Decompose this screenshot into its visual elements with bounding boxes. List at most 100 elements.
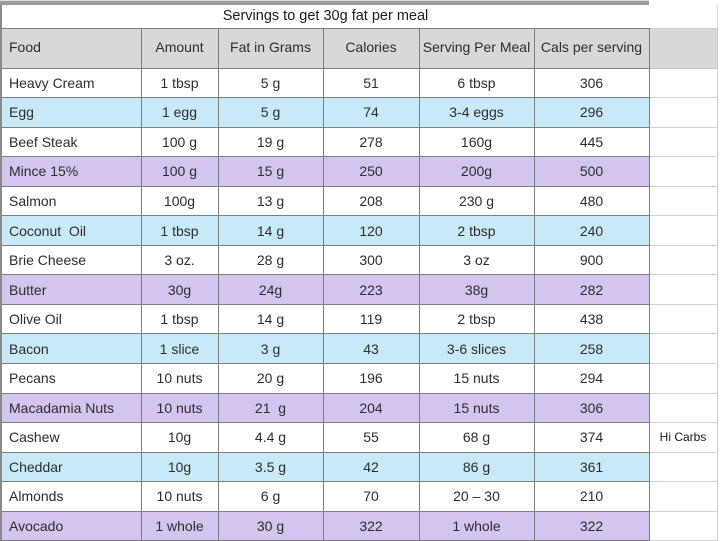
amount-cell: 100 g [140,126,219,158]
serving-per-meal-cell: 160g [418,126,535,158]
calories-cell: 55 [322,422,420,453]
note-cell [648,333,718,364]
calories-cell: 42 [322,451,420,483]
servings-table: Servings to get 30g fat per meal Food Amo… [0,5,718,541]
row-almonds: Almonds 10 nuts 6 g 70 20 – 30 210 [0,481,718,512]
fat-in-grams-cell: 5 g [217,67,324,99]
column-header-fat-in-grams: Fat in Grams [217,27,324,69]
calories-cell: 74 [322,97,420,128]
row-mince-15-: Mince 15% 100 g 15 g 250 200g 500 [0,156,718,187]
food-cell: Salmon [0,185,142,217]
fat-in-grams-cell: 15 g [217,156,324,187]
title-row: Servings to get 30g fat per meal [0,5,718,29]
serving-per-meal-cell: 2 tbsp [418,303,535,335]
fat-in-grams-cell: 28 g [217,244,324,276]
amount-cell: 10g [140,451,219,483]
amount-cell: 3 oz. [140,244,219,276]
fat-in-grams-cell: 21 g [217,392,324,424]
cals-per-serving-cell: 258 [533,333,650,364]
note-cell [648,185,718,217]
row-salmon: Salmon 100g 13 g 208 230 g 480 [0,185,718,217]
fat-in-grams-cell: 5 g [217,97,324,128]
calories-cell: 70 [322,481,420,512]
note-cell [648,362,718,394]
calories-cell: 322 [322,510,420,541]
cals-per-serving-cell: 445 [533,126,650,158]
serving-per-meal-cell: 38g [418,274,535,305]
fat-in-grams-cell: 14 g [217,303,324,335]
cals-per-serving-cell: 438 [533,303,650,335]
row-avocado: Avocado 1 whole 30 g 322 1 whole 322 [0,510,718,541]
row-beef-steak: Beef Steak 100 g 19 g 278 160g 445 [0,126,718,158]
note-cell [648,215,718,246]
food-cell: Egg [0,97,142,128]
calories-cell: 300 [322,244,420,276]
calories-cell: 208 [322,185,420,217]
column-header-cals-per-serving: Cals per serving [533,27,650,69]
note-cell [648,303,718,335]
food-cell: Coconut Oil [0,215,142,246]
food-cell: Beef Steak [0,126,142,158]
food-cell: Butter [0,274,142,305]
amount-cell: 30g [140,274,219,305]
serving-per-meal-cell: 15 nuts [418,362,535,394]
fat-in-grams-cell: 24g [217,274,324,305]
fat-in-grams-cell: 19 g [217,126,324,158]
food-cell: Olive Oil [0,303,142,335]
column-header-food: Food [0,27,142,69]
food-cell: Brie Cheese [0,244,142,276]
serving-per-meal-cell: 68 g [418,422,535,453]
fat-in-grams-cell: 13 g [217,185,324,217]
column-header-calories: Calories [322,27,420,69]
calories-cell: 250 [322,156,420,187]
amount-cell: 1 tbsp [140,215,219,246]
amount-cell: 100 g [140,156,219,187]
fat-in-grams-cell: 6 g [217,481,324,512]
amount-cell: 1 slice [140,333,219,364]
serving-per-meal-cell: 200g [418,156,535,187]
note-cell [648,392,718,424]
amount-cell: 10 nuts [140,362,219,394]
serving-per-meal-cell: 3-6 slices [418,333,535,364]
cals-per-serving-cell: 900 [533,244,650,276]
calories-cell: 51 [322,67,420,99]
column-header-note [648,27,718,69]
serving-per-meal-cell: 3-4 eggs [418,97,535,128]
food-cell: Avocado [0,510,142,541]
calories-cell: 120 [322,215,420,246]
cals-per-serving-cell: 210 [533,481,650,512]
note-cell [648,481,718,512]
cals-per-serving-cell: 500 [533,156,650,187]
fat-in-grams-cell: 30 g [217,510,324,541]
food-cell: Macadamia Nuts [0,392,142,424]
note-cell: Hi Carbs [648,422,718,453]
cals-per-serving-cell: 374 [533,422,650,453]
cals-per-serving-cell: 306 [533,392,650,424]
cals-per-serving-cell: 240 [533,215,650,246]
row-butter: Butter 30g 24g 223 38g 282 [0,274,718,305]
row-olive-oil: Olive Oil 1 tbsp 14 g 119 2 tbsp 438 [0,303,718,335]
note-cell [648,510,718,541]
table-body: Heavy Cream 1 tbsp 5 g 51 6 tbsp 306 Egg 1 egg 5… [0,67,718,541]
amount-cell: 1 tbsp [140,303,219,335]
amount-cell: 10 nuts [140,392,219,424]
amount-cell: 10g [140,422,219,453]
note-cell [648,97,718,128]
cals-per-serving-cell: 282 [533,274,650,305]
food-cell: Bacon [0,333,142,364]
amount-cell: 10 nuts [140,481,219,512]
row-coconut-oil: Coconut Oil 1 tbsp 14 g 120 2 tbsp 240 [0,215,718,246]
note-cell [648,451,718,483]
row-cashew: Cashew 10g 4.4 g 55 68 g 374 Hi Carbs [0,422,718,453]
cals-per-serving-cell: 296 [533,97,650,128]
note-cell [648,126,718,158]
serving-per-meal-cell: 1 whole [418,510,535,541]
calories-cell: 119 [322,303,420,335]
row-bacon: Bacon 1 slice 3 g 43 3-6 slices 258 [0,333,718,364]
fat-in-grams-cell: 20 g [217,362,324,394]
row-macadamia-nuts: Macadamia Nuts 10 nuts 21 g 204 15 nuts 306 [0,392,718,424]
table-title: Servings to get 30g fat per meal [0,5,650,29]
cals-per-serving-cell: 361 [533,451,650,483]
empty-corner-cell [649,5,718,28]
